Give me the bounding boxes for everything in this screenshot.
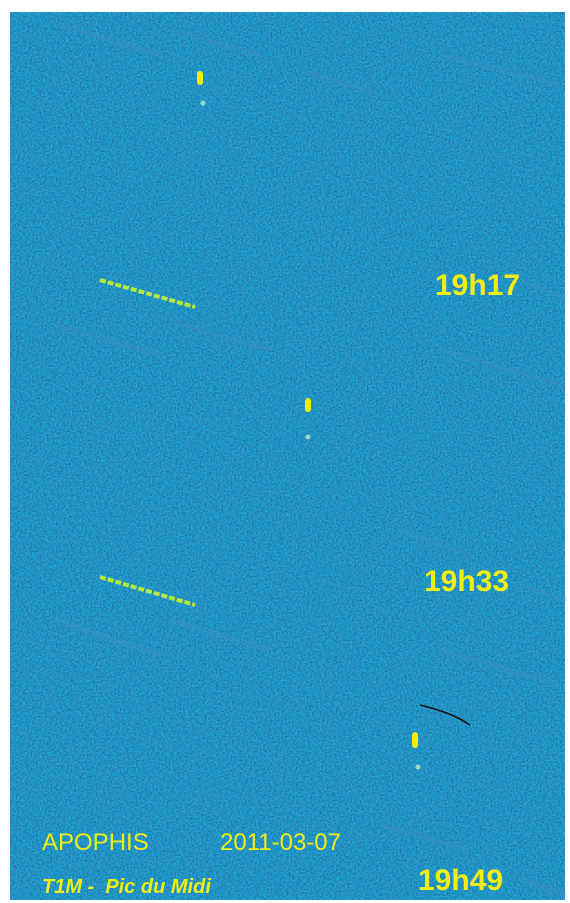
page: 19h17 19h33 19h49 APOPHIS 2011-03-07 T1M… — [0, 0, 570, 903]
object-name: APOPHIS — [42, 829, 149, 856]
observatory: T1M - Pic du Midi — [42, 876, 211, 898]
sky-noise — [10, 12, 565, 900]
time-label: 19h49 — [418, 864, 503, 897]
date: 2011-03-07 — [220, 829, 341, 856]
time-label: 19h33 — [424, 565, 509, 598]
time-label: 19h17 — [435, 269, 520, 302]
astro-image: 19h17 19h33 19h49 APOPHIS 2011-03-07 T1M… — [0, 0, 570, 903]
